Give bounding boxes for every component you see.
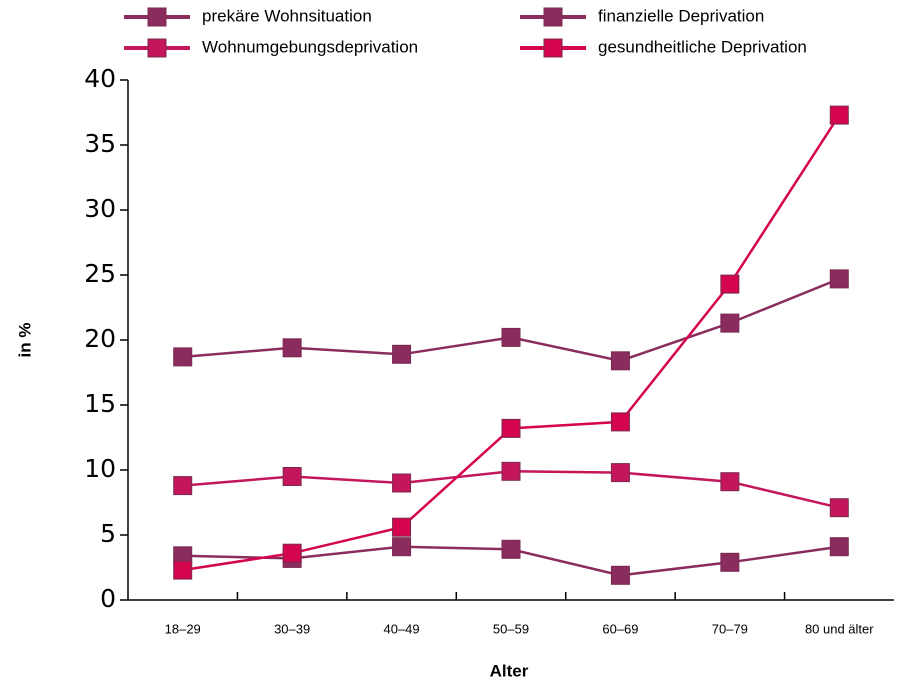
data-point xyxy=(282,543,302,563)
y-tick-label: 10 xyxy=(84,454,116,483)
y-axis-label: in % xyxy=(15,323,34,358)
legend-marker xyxy=(543,7,563,27)
legend-marker xyxy=(543,38,563,58)
legend-label: Wohnumgebungsdeprivation xyxy=(202,37,418,56)
data-point xyxy=(501,461,521,481)
data-point xyxy=(610,412,630,432)
data-point xyxy=(610,463,630,483)
legend-label: gesundheitliche Deprivation xyxy=(598,37,807,56)
data-point xyxy=(720,552,740,572)
legend-marker xyxy=(147,38,167,58)
x-tick-label: 50–59 xyxy=(493,621,529,636)
y-tick-label: 25 xyxy=(84,259,116,288)
series-line xyxy=(182,277,840,363)
data-point xyxy=(829,105,849,125)
data-point xyxy=(501,539,521,559)
x-tick-label: 40–49 xyxy=(383,621,419,636)
data-point xyxy=(501,327,521,347)
data-point xyxy=(173,347,193,367)
data-point xyxy=(392,344,412,364)
y-tick-label: 20 xyxy=(84,324,116,353)
data-point xyxy=(829,269,849,289)
x-tick-label: 18–29 xyxy=(165,621,201,636)
legend-label: prekäre Wohnsituation xyxy=(202,6,372,25)
data-point xyxy=(610,565,630,585)
data-point xyxy=(829,498,849,518)
data-point xyxy=(720,274,740,294)
data-point xyxy=(173,560,193,580)
x-axis-label: Alter xyxy=(490,661,529,680)
data-point xyxy=(282,467,302,486)
data-point xyxy=(720,472,740,492)
data-point xyxy=(829,537,849,557)
y-tick-label: 15 xyxy=(84,389,116,418)
data-point xyxy=(392,517,412,537)
data-point xyxy=(173,476,193,496)
data-point xyxy=(610,351,630,371)
data-point xyxy=(392,537,412,557)
x-tick-label: 30–39 xyxy=(274,621,310,636)
y-tick-label: 0 xyxy=(100,584,116,613)
y-tick-label: 40 xyxy=(84,64,116,93)
y-tick-label: 5 xyxy=(100,519,116,548)
x-tick-label: 60–69 xyxy=(602,621,638,636)
y-tick-label: 35 xyxy=(84,129,116,158)
data-point xyxy=(282,338,302,358)
data-point xyxy=(501,418,521,438)
y-tick-label: 30 xyxy=(84,194,116,223)
data-point xyxy=(720,313,740,333)
legend-marker xyxy=(147,7,167,27)
x-tick-label: 70–79 xyxy=(712,621,748,636)
data-point xyxy=(392,473,412,493)
legend-label: finanzielle Deprivation xyxy=(598,6,764,25)
x-tick-label: 80 und älter xyxy=(805,621,874,636)
